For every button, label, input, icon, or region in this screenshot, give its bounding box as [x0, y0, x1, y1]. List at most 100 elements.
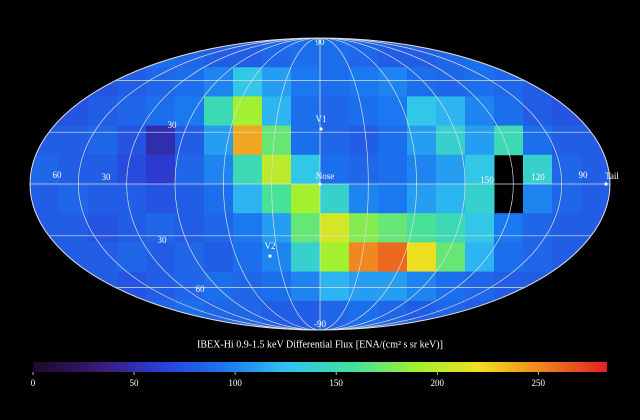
flux-cell: [175, 271, 205, 302]
flux-cell: [378, 125, 408, 156]
flux-cell: [523, 184, 553, 214]
flux-cell: [233, 213, 263, 243]
map-outline: [29, 37, 611, 331]
flux-cell: [262, 125, 292, 156]
flux-cell: [407, 96, 437, 127]
marker-dot: [318, 182, 322, 186]
flux-cell: [378, 242, 408, 273]
flux-cell: [436, 213, 466, 243]
grid-label: -90: [314, 319, 326, 329]
flux-cell: [320, 184, 350, 214]
flux-cell: [320, 67, 350, 97]
colorbar-tick-label: 200: [430, 378, 444, 388]
flux-cell: [349, 154, 379, 185]
grid-label: 90: [316, 37, 326, 47]
flux-cell: [552, 125, 582, 156]
flux-cell: [378, 184, 408, 214]
colorbar-tick-label: 150: [329, 378, 343, 388]
flux-cell: [233, 271, 263, 302]
marker-label: V2: [265, 241, 276, 251]
flux-cell: [523, 154, 553, 185]
flux-cell: [436, 184, 466, 214]
flux-cell: [320, 154, 350, 185]
flux-cell: [436, 271, 466, 302]
flux-cell: [552, 213, 582, 243]
chart-title: IBEX-Hi 0.9-1.5 keV Differential Flux [E…: [197, 339, 443, 350]
flux-cell: [320, 213, 350, 243]
grid-label: 30: [102, 172, 112, 182]
flux-cell: [291, 213, 321, 243]
flux-cell: [378, 67, 408, 97]
flux-cell: [291, 184, 321, 214]
flux-cell: [88, 125, 118, 156]
flux-cell: [378, 96, 408, 127]
flux-cell: [262, 154, 292, 185]
flux-cell: [436, 154, 466, 185]
flux-cell: [146, 184, 176, 214]
marker-dot: [604, 182, 608, 186]
flux-cell: [436, 125, 466, 156]
flux-cell: [59, 184, 89, 214]
flux-cell: [320, 96, 350, 127]
flux-cell: [407, 242, 437, 273]
flux-cell: [523, 125, 553, 156]
colorbar-tick-label: 250: [532, 378, 546, 388]
flux-cell: [378, 271, 408, 302]
flux-cell: [262, 67, 292, 97]
flux-cell: [233, 96, 263, 127]
flux-cell: [233, 184, 263, 214]
flux-cell: [494, 242, 524, 273]
flux-cell: [465, 271, 495, 302]
flux-cell: [523, 96, 553, 127]
grid-label: 150: [480, 175, 494, 185]
flux-cell: [175, 242, 205, 273]
flux-cell: [407, 271, 437, 302]
flux-cell: [407, 154, 437, 185]
flux-cell: [146, 242, 176, 273]
grid-label: 60: [196, 284, 206, 294]
flux-cell: [204, 271, 234, 302]
flux-cell: [88, 184, 118, 214]
flux-cell: [146, 213, 176, 243]
flux-cell: [175, 213, 205, 243]
flux-cell: [88, 154, 118, 185]
flux-cell: [523, 213, 553, 243]
flux-cell: [407, 125, 437, 156]
flux-cell: [320, 271, 350, 302]
flux-cell: [204, 96, 234, 127]
grid-label: 60: [53, 170, 63, 180]
colorbar-tick-label: 100: [228, 378, 242, 388]
flux-cell: [291, 96, 321, 127]
flux-cell: [291, 67, 321, 97]
flux-cell: [59, 154, 89, 185]
flux-cell: [146, 154, 176, 185]
flux-cell: [204, 184, 234, 214]
meridian: [126, 38, 514, 330]
flux-cell: [494, 96, 524, 127]
marker-label: Nose: [316, 171, 335, 181]
flux-cell: [349, 67, 379, 97]
flux-cell: [262, 96, 292, 127]
flux-cell: [465, 96, 495, 127]
grid-label: 120: [531, 172, 545, 182]
flux-cell: [407, 213, 437, 243]
flux-cell: [30, 154, 60, 185]
flux-cell: [291, 154, 321, 185]
flux-cell: [465, 184, 495, 214]
flux-cell: [494, 213, 524, 243]
flux-cell: [204, 213, 234, 243]
flux-cell: [465, 213, 495, 243]
flux-cell: [88, 242, 118, 273]
flux-cell: [204, 154, 234, 185]
flux-cell: [175, 125, 205, 156]
flux-cell: [320, 125, 350, 156]
flux-cell: [494, 125, 524, 156]
flux-cell: [117, 184, 147, 214]
grid-label: 30: [168, 120, 178, 130]
grid-label: 30: [158, 235, 168, 245]
flux-cell: [88, 96, 118, 127]
flux-cell: [117, 96, 147, 127]
flux-cell: [349, 271, 379, 302]
meridian: [174, 38, 466, 330]
